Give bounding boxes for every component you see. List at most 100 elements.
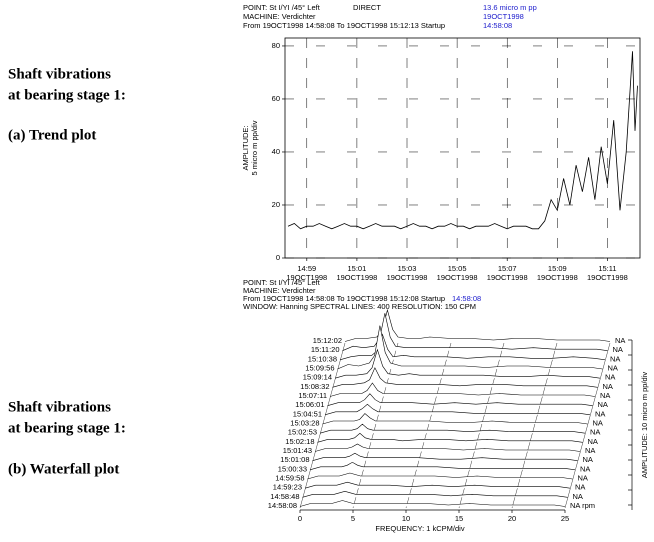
header: POINT: St I/YI /45° Left: [243, 3, 321, 12]
spectrum-trace: [332, 367, 598, 388]
speed-label: NA: [580, 464, 590, 473]
x-tick-sublabel: 19OCT1998: [487, 273, 528, 282]
header: MACHINE: Verdichter: [243, 286, 316, 295]
spectrum-trace: [342, 313, 608, 351]
x-tick-sublabel: 19OCT1998: [437, 273, 478, 282]
x-tick-sublabel: 19OCT1998: [286, 273, 327, 282]
y-tick-label: 0: [276, 253, 280, 262]
caption: Shaft vibrations: [8, 399, 111, 415]
spectrum-trace: [344, 308, 611, 342]
row-label: 15:12:02: [313, 336, 342, 345]
x-tick-label: 5: [351, 514, 355, 523]
x-tick-label: 15:01: [348, 264, 367, 273]
speed-label: NA: [608, 363, 618, 372]
plot-frame: [284, 37, 641, 259]
speed-label: NA: [605, 373, 615, 382]
x-tick-label: 10: [402, 514, 410, 523]
x-tick-label: 15:05: [448, 264, 467, 273]
row-label: 14:58:48: [270, 492, 299, 501]
x-tick-label: 15:03: [398, 264, 417, 273]
grid-line: [564, 342, 611, 509]
spectrum-trace: [317, 432, 583, 443]
row-label: 15:07:11: [298, 391, 327, 400]
grid-line: [511, 342, 558, 509]
row-label: 15:11:20: [311, 345, 340, 354]
speed-label: NA: [613, 345, 623, 354]
x-tick-label: 20: [508, 514, 516, 523]
speed-label: NA: [585, 446, 595, 455]
y-axis-title: AMPLITUDE: 10 micro m pp/div: [640, 372, 649, 479]
spectrum-trace: [337, 325, 603, 370]
row-label: 15:09:56: [305, 363, 334, 372]
header: From 19OCT1998 14:58:08 To 19OCT1998 15:…: [243, 21, 445, 30]
grid-line: [405, 342, 452, 509]
x-tick-label: 15:09: [548, 264, 567, 273]
speed-label: NA: [600, 391, 610, 400]
header: 14:58:08: [483, 21, 512, 30]
caption: at bearing stage 1:: [8, 87, 126, 103]
grid-line: [458, 342, 505, 509]
grid-line: [299, 342, 346, 509]
y-tick-label: 60: [272, 94, 280, 103]
y-tick-label: 20: [272, 200, 280, 209]
row-label: 15:04:51: [293, 409, 322, 418]
spectrum-trace: [339, 333, 606, 361]
y-tick-label: 80: [272, 41, 280, 50]
spectrum-trace: [322, 413, 588, 425]
speed-label: NA: [595, 409, 605, 418]
spectrum-trace: [304, 481, 571, 489]
speed-label: NA: [578, 473, 588, 482]
header: 19OCT1998: [483, 12, 524, 21]
header: POINT: St I/YI /45° Left: [243, 278, 321, 287]
x-tick-label: 15:07: [498, 264, 517, 273]
header: 14:58:08: [452, 294, 481, 303]
row-label: 15:10:38: [308, 354, 337, 363]
spectrum-trace: [327, 393, 593, 406]
row-label: 14:58:08: [268, 501, 297, 510]
grid-line: [352, 342, 399, 509]
header: DIRECT: [353, 3, 381, 12]
header: 13.6 micro m pp: [483, 3, 537, 12]
y-axis-title: 5 micro m pp/div: [250, 120, 259, 175]
spectrum-trace: [324, 403, 591, 416]
y-tick-label: 40: [272, 147, 280, 156]
row-label: 15:00:33: [278, 464, 307, 473]
spectrum-trace: [329, 382, 596, 397]
x-tick-label: 0: [298, 514, 302, 523]
speed-label: NA: [590, 428, 600, 437]
row-label: 14:59:23: [273, 483, 302, 492]
x-tick-label: 15:11: [598, 264, 616, 273]
spectrum-trace: [334, 348, 601, 379]
spectrum-trace: [319, 423, 586, 434]
spectrum-trace: [312, 452, 578, 461]
spectrum-trace: [302, 490, 568, 498]
speed-label: NA rpm: [570, 501, 595, 510]
spectrum-trace: [309, 461, 576, 471]
row-label: 15:02:53: [288, 428, 317, 437]
speed-label: NA: [603, 382, 613, 391]
speed-label: NA: [610, 354, 620, 363]
row-label: 14:59:58: [275, 473, 304, 482]
header: From 19OCT1998 14:58:08 To 19OCT1998 15:…: [243, 294, 445, 303]
spectrum-trace: [314, 443, 581, 452]
x-tick-label: 25: [561, 514, 569, 523]
caption: (a) Trend plot: [8, 127, 96, 143]
speed-label: NA: [573, 492, 583, 501]
x-axis-title: FREQUENCY: 1 kCPM/div: [375, 524, 464, 533]
speed-label: NA: [575, 483, 585, 492]
row-label: 15:02:18: [285, 437, 314, 446]
header: MACHINE: Verdichter: [243, 12, 316, 21]
x-tick-label: 15: [455, 514, 463, 523]
x-tick-sublabel: 19OCT1998: [336, 273, 377, 282]
speed-label: NA: [583, 455, 593, 464]
row-label: 15:06:01: [295, 400, 324, 409]
row-label: 15:08:32: [300, 382, 329, 391]
caption: Shaft vibrations: [8, 66, 111, 82]
spectrum-trace: [299, 500, 566, 507]
x-tick-label: 14:59: [297, 264, 316, 273]
speed-label: NA: [588, 437, 598, 446]
speed-label: NA: [598, 400, 608, 409]
row-label: 15:03:28: [290, 418, 319, 427]
speed-label: NA: [615, 336, 625, 345]
